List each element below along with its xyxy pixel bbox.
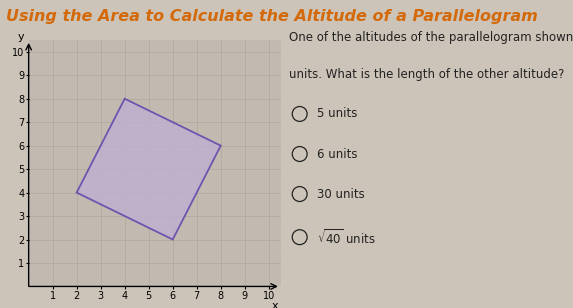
Text: 30 units: 30 units xyxy=(317,188,364,201)
Text: y: y xyxy=(18,32,25,43)
Text: $\sqrt{40}$ units: $\sqrt{40}$ units xyxy=(317,228,376,246)
Text: Using the Area to Calculate the Altitude of a Parallelogram: Using the Area to Calculate the Altitude… xyxy=(6,9,537,24)
Text: x: x xyxy=(272,301,278,308)
Polygon shape xyxy=(77,99,221,240)
Text: 5 units: 5 units xyxy=(317,107,357,120)
Text: 6 units: 6 units xyxy=(317,148,358,160)
Text: One of the altitudes of the parallelogram shown is: One of the altitudes of the parallelogra… xyxy=(289,31,573,44)
Text: units. What is the length of the other altitude?: units. What is the length of the other a… xyxy=(289,68,565,81)
